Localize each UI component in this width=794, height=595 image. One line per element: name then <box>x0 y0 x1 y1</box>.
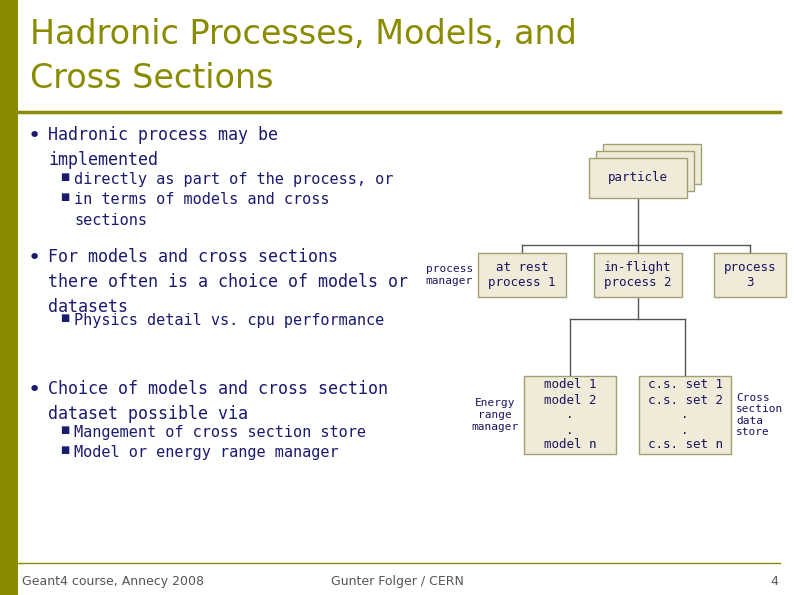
Text: 4: 4 <box>770 575 778 588</box>
Text: ■: ■ <box>60 425 69 435</box>
Text: at rest
process 1: at rest process 1 <box>488 261 556 289</box>
Bar <box>603 144 701 184</box>
Text: process
3: process 3 <box>724 261 777 289</box>
Text: particle: particle <box>608 171 668 184</box>
Text: •: • <box>28 126 41 146</box>
Text: ■: ■ <box>60 313 69 323</box>
Bar <box>589 158 687 198</box>
Text: Mangement of cross section store: Mangement of cross section store <box>74 425 366 440</box>
Text: Hadronic process may be
implemented: Hadronic process may be implemented <box>48 126 278 169</box>
Text: Cross Sections: Cross Sections <box>30 62 273 95</box>
Text: ■: ■ <box>60 192 69 202</box>
Bar <box>0 0 18 595</box>
Text: •: • <box>28 380 41 400</box>
Bar <box>639 376 731 454</box>
Text: Physics detail vs. cpu performance: Physics detail vs. cpu performance <box>74 313 384 328</box>
Text: Cross
section
data
store: Cross section data store <box>736 393 783 437</box>
Text: process
manager: process manager <box>426 264 473 286</box>
Text: c.s. set 1
c.s. set 2
.
.
c.s. set n: c.s. set 1 c.s. set 2 . . c.s. set n <box>647 378 723 452</box>
Bar <box>596 151 694 191</box>
Text: Choice of models and cross section
dataset possible via: Choice of models and cross section datas… <box>48 380 388 423</box>
Text: Gunter Folger / CERN: Gunter Folger / CERN <box>330 575 464 588</box>
Text: directly as part of the process, or: directly as part of the process, or <box>74 172 393 187</box>
Text: ■: ■ <box>60 445 69 455</box>
Text: model 1
model 2
.
.
model n: model 1 model 2 . . model n <box>544 378 596 452</box>
Bar <box>714 253 786 297</box>
Text: For models and cross sections
there often is a choice of models or
datasets: For models and cross sections there ofte… <box>48 248 408 316</box>
Text: in terms of models and cross
sections: in terms of models and cross sections <box>74 192 330 228</box>
Text: Hadronic Processes, Models, and: Hadronic Processes, Models, and <box>30 18 577 51</box>
Text: ■: ■ <box>60 172 69 182</box>
Text: •: • <box>28 248 41 268</box>
Bar <box>594 253 682 297</box>
Text: Model or energy range manager: Model or energy range manager <box>74 445 338 460</box>
Bar <box>478 253 566 297</box>
Text: Energy
range
manager: Energy range manager <box>472 399 519 431</box>
Text: Geant4 course, Annecy 2008: Geant4 course, Annecy 2008 <box>22 575 204 588</box>
Text: in-flight
process 2: in-flight process 2 <box>604 261 672 289</box>
Bar <box>524 376 616 454</box>
